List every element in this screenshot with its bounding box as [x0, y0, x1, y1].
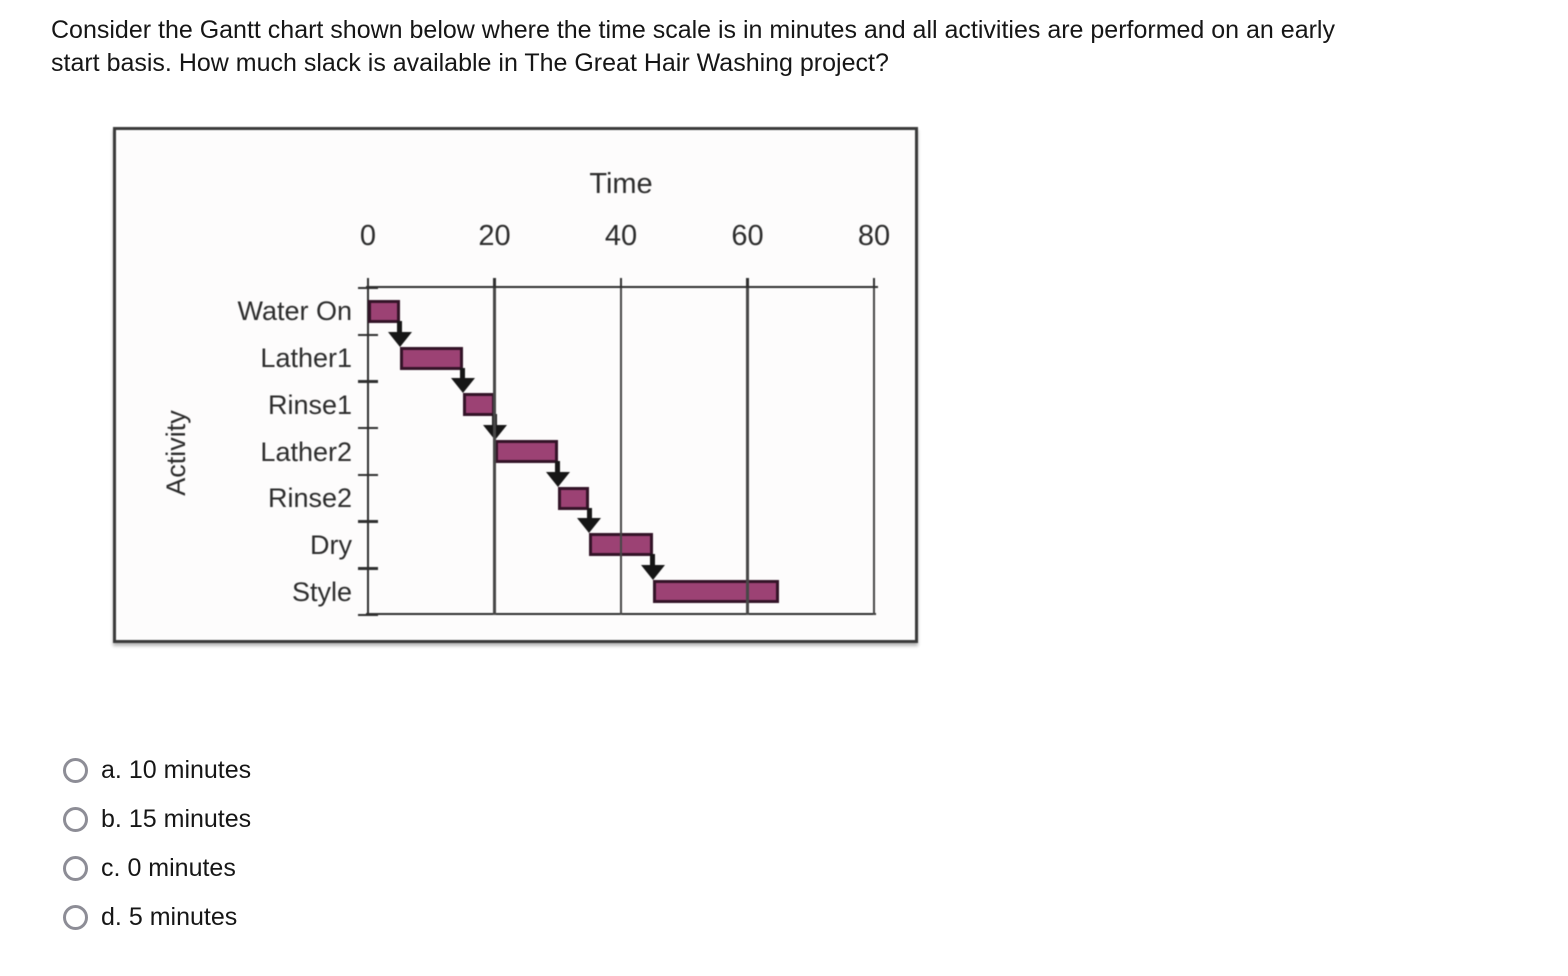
option-b[interactable]: b. 15 minutes — [63, 804, 252, 833]
y-tick-4 — [358, 473, 378, 477]
gantt-figure: Time Activity 0 20 40 60 80 Water On Lather1 Ri… — [113, 127, 918, 643]
plot-area: 0 20 40 60 80 Water On Lather1 Rinse1 Lather2 Rin… — [237, 220, 890, 617]
dependency-stem-water-on — [397, 320, 403, 334]
gridline-60 — [746, 288, 749, 615]
option-c[interactable]: c. 0 minutes — [63, 853, 251, 882]
activity-label-rinse1: Rinse1 — [267, 389, 352, 420]
radio-option-b[interactable] — [63, 806, 88, 832]
dependency-stem-lather2 — [555, 461, 561, 474]
option-a[interactable]: a. 10 minutes — [63, 755, 252, 784]
dependency-arrow-lather2 — [545, 471, 570, 487]
option-c-key: c. — [101, 853, 121, 882]
time-axis-title: Time — [589, 168, 653, 200]
y-tick-3 — [358, 426, 378, 430]
gantt-bar-rinse2 — [557, 486, 590, 510]
option-d-text: 5 minutes — [128, 902, 238, 931]
activity-label-lather1: Lather1 — [260, 343, 352, 374]
radio-option-c[interactable] — [63, 855, 88, 881]
x-tick-label-60: 60 — [731, 220, 764, 252]
y-tick-5 — [358, 520, 378, 523]
activity-label-dry: Dry — [310, 529, 352, 560]
option-b-text: 15 minutes — [128, 804, 252, 833]
option-d-key: d. — [101, 902, 122, 931]
radio-option-a[interactable] — [63, 757, 88, 783]
y-tick-6 — [358, 567, 378, 570]
dependency-stem-rinse2 — [586, 507, 592, 521]
y-tick-0 — [358, 286, 378, 290]
dependency-arrow-rinse2 — [577, 518, 602, 534]
activity-label-style: Style — [291, 576, 352, 607]
dependency-arrow-water-on — [387, 331, 412, 347]
option-a-key: a. — [101, 755, 122, 784]
activity-label-lather2: Lather2 — [260, 436, 352, 467]
x-tick-40 — [619, 278, 623, 296]
gantt-bar-lather1 — [399, 346, 463, 370]
x-tick-label-80: 80 — [857, 220, 891, 252]
x-tick-20 — [493, 278, 496, 296]
x-tick-80 — [872, 278, 876, 296]
gantt-bar-water-on — [368, 299, 400, 323]
dependency-arrow-dry — [640, 565, 665, 581]
gridline-40 — [619, 288, 623, 615]
gantt-bar-lather2 — [494, 440, 558, 463]
question-text: Consider the Gantt chart shown below whe… — [51, 16, 1335, 77]
x-tick-60 — [746, 278, 749, 296]
y-tick-2 — [358, 380, 378, 383]
dependency-arrow-lather1 — [450, 378, 475, 394]
gantt-bar-style — [652, 580, 780, 604]
x-tick-label-40: 40 — [604, 220, 638, 252]
option-b-key: b. — [101, 804, 122, 833]
option-a-text: 10 minutes — [128, 755, 252, 784]
gridline-80 — [872, 288, 876, 615]
option-c-text: 0 minutes — [127, 853, 236, 882]
radio-option-d[interactable] — [63, 904, 88, 930]
x-tick-label-20: 20 — [478, 220, 511, 252]
y-axis — [366, 279, 370, 615]
gridline-20 — [493, 288, 496, 615]
y-tick-1 — [358, 333, 378, 336]
x-tick-label-0: 0 — [359, 220, 377, 252]
y-tick-7 — [358, 613, 378, 617]
dependency-stem-lather1 — [460, 367, 466, 381]
gantt-bar-rinse1 — [462, 393, 495, 417]
dependency-stem-dry — [650, 554, 656, 568]
options-list: a. 10 minutes b. 15 minutes c. 0 minutes… — [63, 755, 252, 953]
activity-label-rinse2: Rinse2 — [267, 483, 352, 514]
option-d[interactable]: d. 5 minutes — [63, 902, 251, 931]
activity-label-water-on: Water On — [237, 296, 352, 327]
